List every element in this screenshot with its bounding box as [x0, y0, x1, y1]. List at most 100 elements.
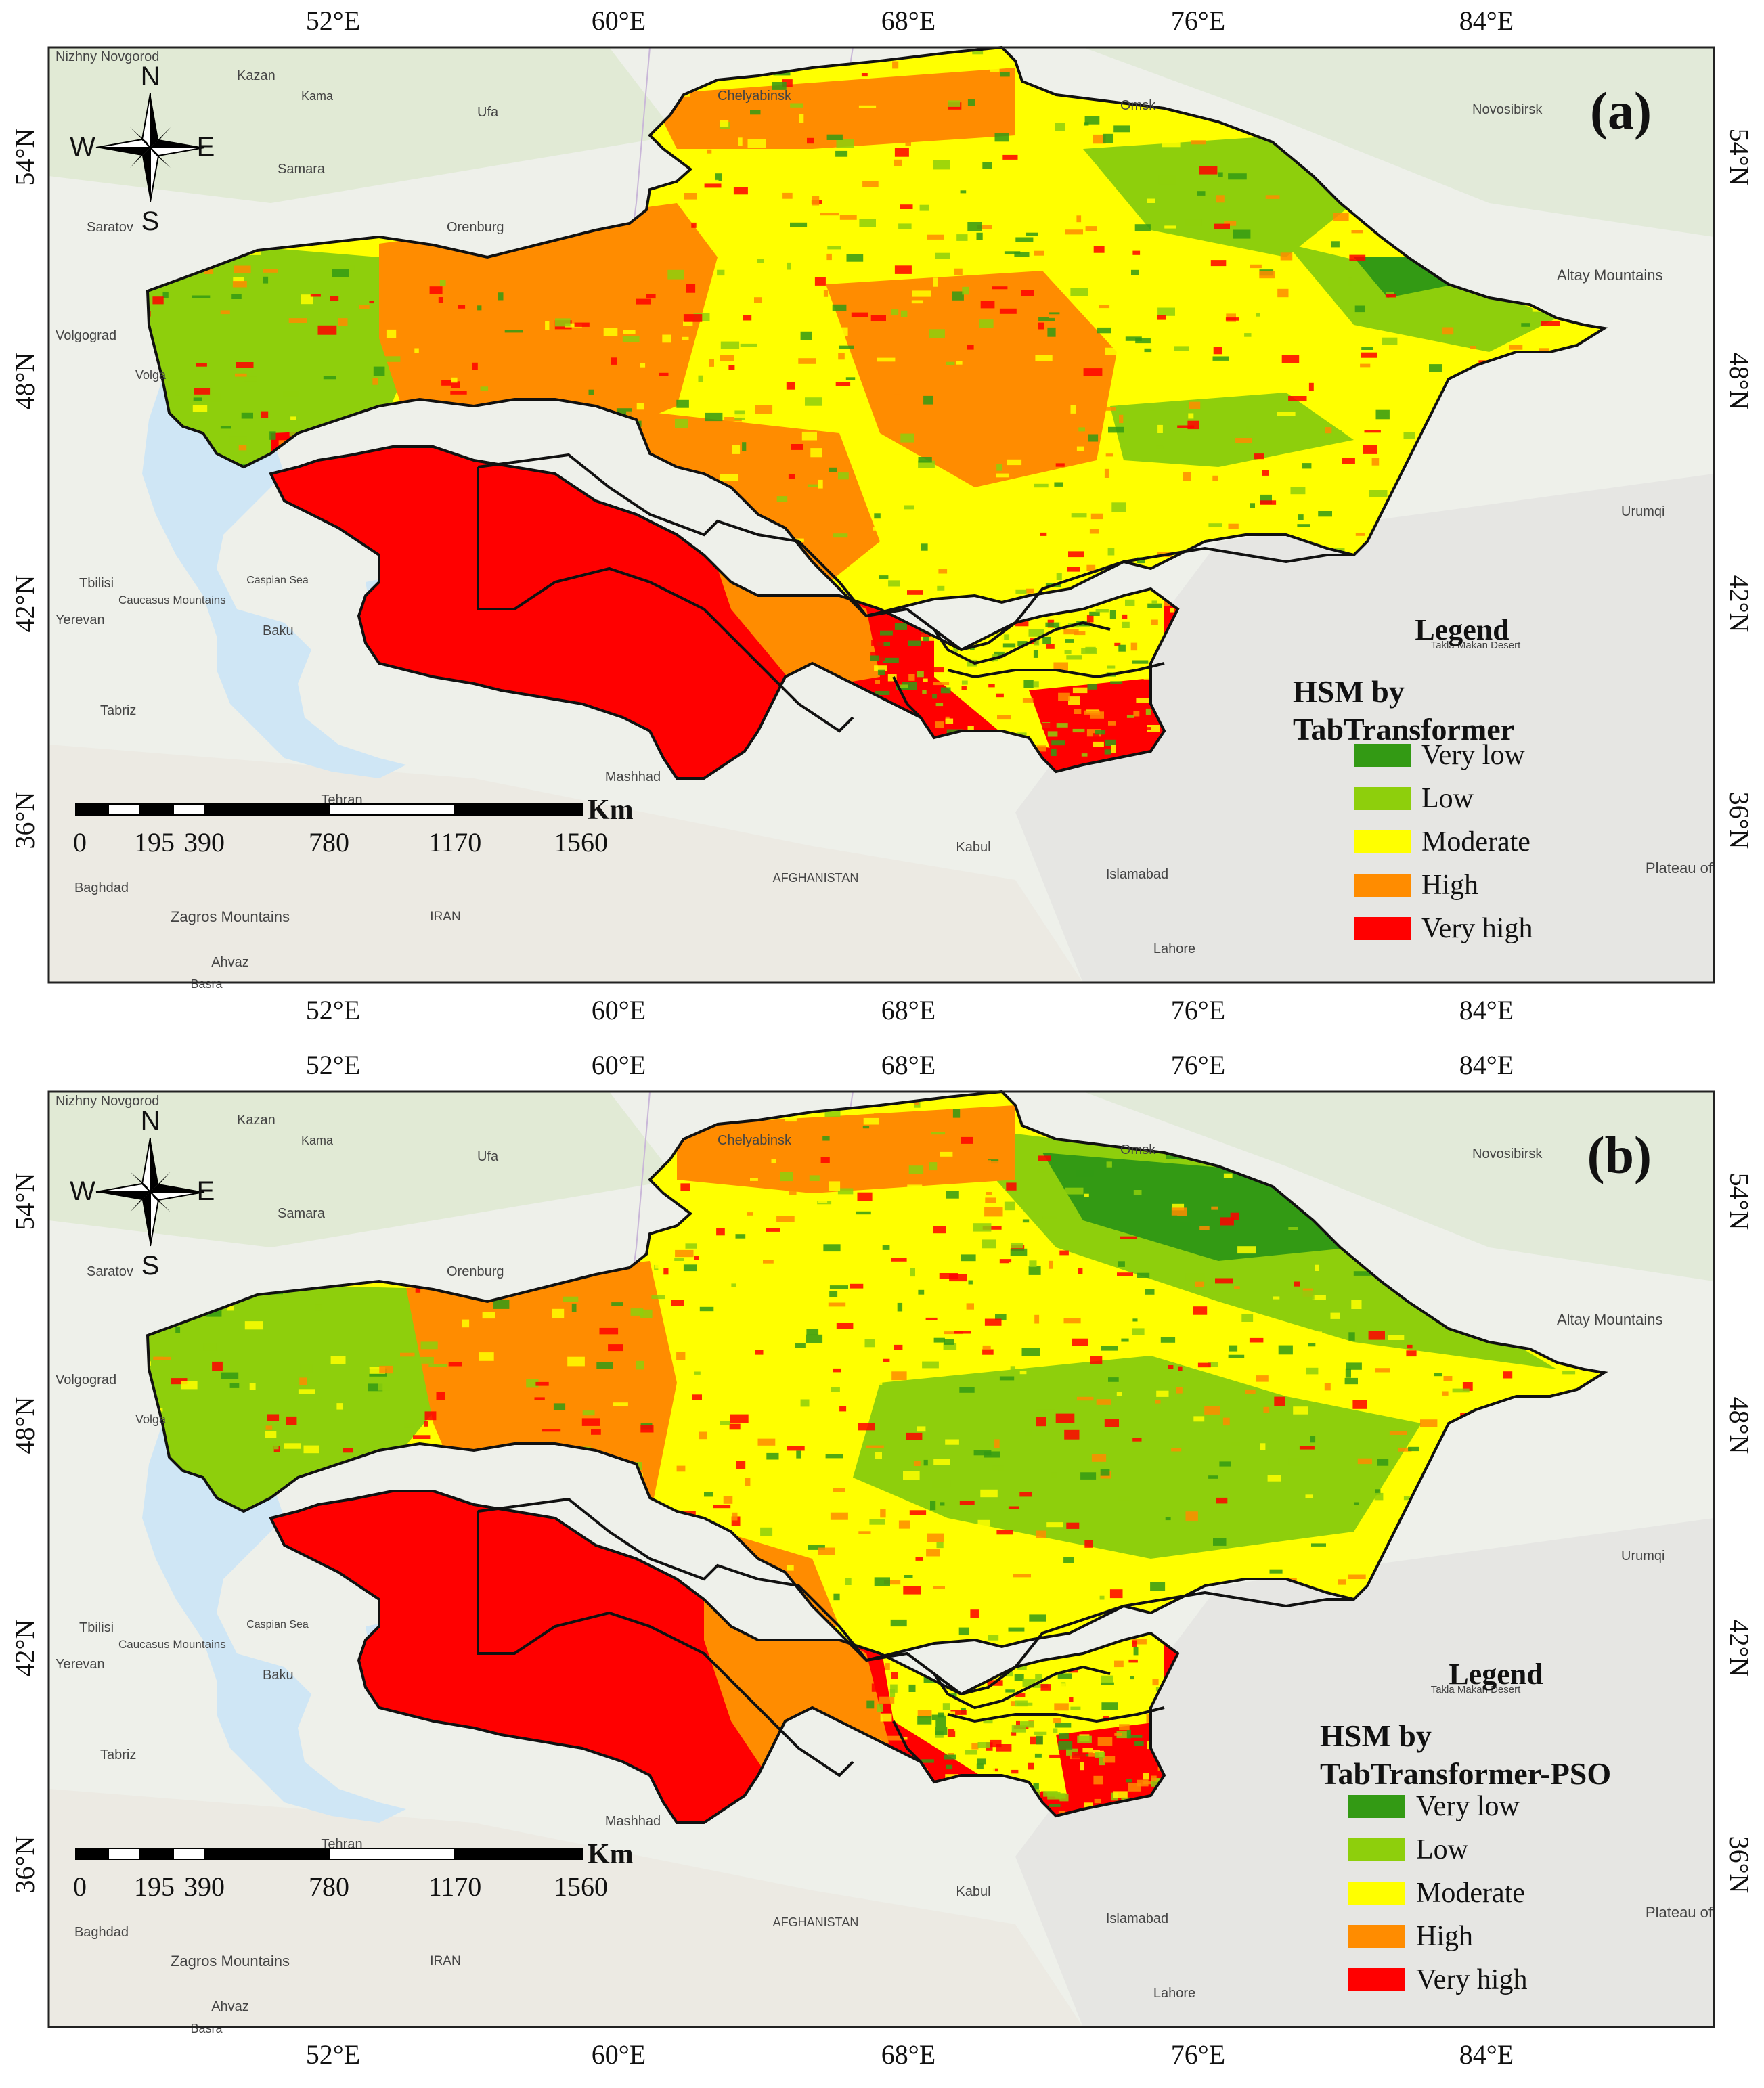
place-label: Volga [135, 368, 167, 382]
lat-tick-label-right: 48°N [1724, 353, 1755, 410]
place-label: Caspian Sea [246, 575, 309, 586]
place-label: Takla Makan Desert [1431, 1684, 1521, 1695]
place-label: Ahvaz [211, 1999, 249, 2014]
scale-tick-label: 1170 [428, 1871, 482, 1902]
lat-tick-label-right: 54°N [1724, 1173, 1755, 1230]
lat-tick-label-right: 42°N [1724, 1620, 1755, 1677]
place-label: Kabul [956, 1884, 990, 1899]
legend-item-label: Very low [1416, 1791, 1520, 1822]
place-label: AFGHANISTAN [773, 871, 859, 885]
legend-item-label: High [1421, 870, 1478, 901]
lon-tick-label-bottom: 60°E [592, 2039, 646, 2070]
place-label: Kama [301, 1134, 334, 1147]
lat-tick-label-right: 48°N [1724, 1397, 1755, 1454]
panel-label: (a) [1590, 81, 1652, 140]
place-label: Chelyabinsk [718, 1133, 792, 1148]
place-label: Lahore [1153, 941, 1195, 956]
legend-swatch [1354, 744, 1411, 767]
place-label: Novosibirsk [1472, 102, 1543, 117]
legend-title: Legend [1415, 613, 1509, 646]
scale-tick-label: 195 [134, 827, 175, 858]
lat-tick-label-left: 42°N [9, 575, 40, 633]
compass-letter: N [141, 1106, 160, 1136]
place-label: IRAN [430, 910, 460, 924]
legend-heading: HSM by [1293, 674, 1405, 709]
place-label: Ahvaz [211, 955, 249, 970]
place-label: Kazan [237, 68, 275, 83]
compass-letter: W [70, 1176, 95, 1206]
compass-letter: S [141, 206, 160, 236]
scale-tick-label: 195 [134, 1871, 175, 1902]
place-label: Mashhad [605, 770, 661, 784]
place-label: Baghdad [74, 1925, 129, 1940]
lon-tick-label-bottom: 76°E [1171, 995, 1225, 1025]
lat-tick-label-right: 36°N [1724, 792, 1755, 849]
legend-heading: TabTransformer-PSO [1320, 1756, 1611, 1791]
place-label: Samara [278, 162, 326, 177]
lat-tick-label-left: 48°N [9, 1397, 40, 1454]
place-label: Tbilisi [79, 1620, 114, 1635]
compass-letter: E [197, 1176, 215, 1206]
place-label: Plateau of [1646, 1904, 1713, 1921]
lon-tick-label-top: 76°E [1171, 1050, 1225, 1080]
place-label: Tbilisi [79, 576, 114, 591]
place-label: Zagros Mountains [171, 908, 290, 925]
place-label: Caspian Sea [246, 1619, 309, 1630]
scale-unit: Km [588, 1839, 634, 1870]
legend-swatch [1348, 1838, 1405, 1861]
legend-swatch [1354, 830, 1411, 853]
place-label: Omsk [1120, 98, 1156, 113]
place-label: Yerevan [56, 1657, 105, 1672]
place-label: Ufa [477, 1149, 499, 1164]
lon-tick-label-bottom: 52°E [306, 995, 360, 1025]
legend-heading: TabTransformer [1293, 712, 1514, 747]
legend-item-label: High [1416, 1921, 1473, 1952]
place-label: Ufa [477, 105, 499, 120]
place-label: Chelyabinsk [718, 89, 792, 104]
lon-tick-label-bottom: 84°E [1459, 2039, 1514, 2070]
place-label: AFGHANISTAN [773, 1915, 859, 1929]
lon-tick-label-top: 76°E [1171, 5, 1225, 36]
lon-tick-label-top: 60°E [592, 1050, 646, 1080]
legend-swatch [1348, 1795, 1405, 1818]
place-label: Kama [301, 89, 334, 103]
lat-tick-label-right: 54°N [1724, 129, 1755, 186]
legend-item-label: Moderate [1421, 826, 1530, 858]
scale-tick-label: 0 [73, 827, 87, 858]
place-label: Basra [190, 977, 223, 991]
place-label: Islamabad [1106, 1911, 1168, 1926]
lon-tick-label-bottom: 68°E [881, 995, 935, 1025]
legend-swatch [1354, 787, 1411, 810]
legend-swatch [1348, 1882, 1405, 1905]
lon-tick-label-top: 68°E [881, 1050, 935, 1080]
legend-item-label: Very high [1421, 913, 1533, 944]
lat-tick-label-left: 42°N [9, 1620, 40, 1677]
lon-tick-label-bottom: 68°E [881, 2039, 935, 2070]
lat-tick-label-left: 48°N [9, 353, 40, 410]
place-label: Zagros Mountains [171, 1953, 290, 1970]
north-arrow-icon: N S E W [70, 62, 215, 236]
place-label: Altay Mountains [1557, 1311, 1663, 1328]
legend-item-label: Very low [1421, 740, 1525, 771]
scale-tick-label: 1560 [554, 827, 608, 858]
scale-tick-label: 390 [184, 1871, 225, 1902]
legend-swatch [1348, 1925, 1405, 1948]
lon-tick-label-top: 52°E [306, 1050, 360, 1080]
scale-tick-label: 780 [309, 1871, 349, 1902]
scale-tick-label: 780 [309, 827, 349, 858]
place-label: Saratov [87, 1264, 133, 1279]
place-label: Omsk [1120, 1142, 1156, 1157]
place-label: Basra [190, 2022, 223, 2035]
place-label: Orenburg [447, 220, 504, 235]
place-label: Mashhad [605, 1814, 661, 1829]
scale-tick-label: 390 [184, 827, 225, 858]
lat-tick-label-left: 54°N [9, 1173, 40, 1230]
legend-item-label: Low [1421, 783, 1474, 814]
lon-tick-label-top: 52°E [306, 5, 360, 36]
place-label: IRAN [430, 1954, 460, 1968]
lon-tick-label-top: 84°E [1459, 1050, 1514, 1080]
place-label: Altay Mountains [1557, 267, 1663, 284]
place-label: Caucasus Mountains [118, 594, 226, 606]
